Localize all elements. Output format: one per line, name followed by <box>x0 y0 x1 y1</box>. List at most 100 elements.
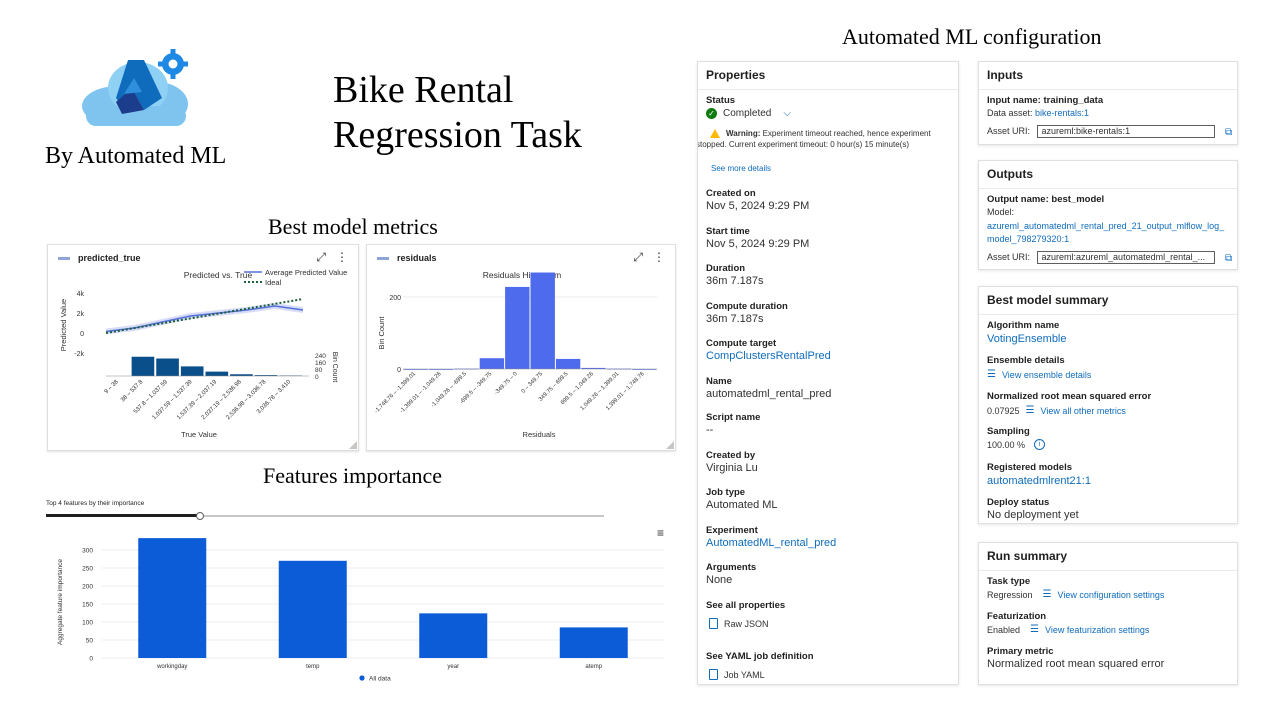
data-asset-link[interactable]: bike-rentals:1 <box>1035 108 1090 118</box>
bin-count-bar <box>156 358 179 376</box>
ensemble-details-link[interactable]: ☰ View ensemble details <box>987 369 1091 380</box>
bin-tick-label: 80 <box>315 367 323 374</box>
document-icon <box>709 669 718 680</box>
resize-handle[interactable] <box>666 441 674 449</box>
x-axis-label: True Value <box>181 430 217 439</box>
resize-handle[interactable] <box>349 441 357 449</box>
residual-bar <box>555 358 581 369</box>
job-type-label: Job type <box>706 487 746 498</box>
more-options-icon[interactable]: ⋮ <box>336 250 348 264</box>
script-name-label: Script name <box>706 412 761 423</box>
x-tick-label: 9 – 38 <box>104 379 121 396</box>
more-options-icon[interactable]: ⋮ <box>653 250 665 264</box>
inputs-panel: Inputs Input name: training_data Data as… <box>978 61 1238 145</box>
residual-bar <box>581 367 606 369</box>
x-tick-label: 38 – 537.8 <box>120 379 145 404</box>
card-header: predicted_true <box>58 253 141 263</box>
residual-bar <box>530 272 555 369</box>
y-axis-label: Bin Count <box>377 316 386 350</box>
category-label: atemp <box>585 664 602 670</box>
task-type-value: Regression <box>987 589 1033 600</box>
chart-title: Residuals Histogram <box>483 270 561 280</box>
predicted-true-chart: Predicted vs. True Average Predicted Val… <box>59 268 347 439</box>
task-type-label: Task type <box>987 576 1031 587</box>
category-label: workingday <box>156 664 187 670</box>
x-axis-label: Residuals <box>523 430 556 439</box>
primary-metric-value: Normalized root mean squared error <box>987 658 1165 670</box>
slider-track <box>46 515 604 517</box>
series-label: residuals <box>397 253 437 263</box>
input-name: Input name: training_data <box>987 95 1104 106</box>
copy-icon[interactable]: ⧉ <box>1225 252 1233 264</box>
feature-importance-panel: Top 4 features by their importance ≡ Agg… <box>44 494 674 690</box>
view-metrics-link[interactable]: View all other metrics <box>1040 405 1126 416</box>
feature-bar <box>419 613 488 658</box>
list-icon[interactable]: ☰ <box>1025 405 1035 416</box>
view-configuration-link[interactable]: View configuration settings <box>1057 589 1165 600</box>
warning-message: Warning: Experiment timeout reached, hen… <box>698 128 956 150</box>
card-header: residuals <box>377 253 437 263</box>
y-tick-label: 150 <box>82 602 93 609</box>
job-yaml-link[interactable]: Job YAML <box>709 669 765 680</box>
bin-tick-label: 160 <box>315 360 326 367</box>
output-name: Output name: best_model <box>987 194 1105 205</box>
residual-bar <box>505 286 530 369</box>
panel-title: Properties <box>698 62 958 90</box>
run-summary-panel: Run summary Task type Regression ☰ View … <box>978 542 1238 685</box>
y-tick-label: -2k <box>74 351 84 358</box>
byline: By Automated ML <box>45 143 227 169</box>
experiment-label: Experiment <box>706 525 758 536</box>
raw-json-link[interactable]: Raw JSON <box>709 618 769 629</box>
expand-icon[interactable]: ⤢ <box>316 250 326 264</box>
legend-label[interactable]: All data <box>369 676 391 683</box>
asset-uri-label: Asset URI: <box>987 251 1031 262</box>
algorithm-link[interactable]: VotingEnsemble <box>987 333 1067 345</box>
asset-uri-field[interactable]: azureml:azureml_automatedml_rental_... <box>1036 251 1215 264</box>
warning-bold: Warning: <box>726 129 761 138</box>
y-tick-label: 100 <box>82 620 93 627</box>
start-time-label: Start time <box>706 226 750 237</box>
nrmse-row: 0.07925 ☰ View all other metrics <box>987 405 1126 416</box>
slider-thumb[interactable] <box>196 512 204 520</box>
hamburger-menu-icon[interactable]: ≡ <box>657 526 665 540</box>
features-heading: Features importance <box>263 463 442 488</box>
experiment-link[interactable]: AutomatedML_rental_pred <box>706 537 837 549</box>
copy-icon[interactable]: ⧉ <box>1225 126 1233 138</box>
bin-count-bar <box>230 374 253 376</box>
expand-icon[interactable]: ⤢ <box>633 250 643 264</box>
y-tick-label: 300 <box>82 548 93 555</box>
y-tick-label: 4k <box>77 291 85 298</box>
y-tick-label: 250 <box>82 566 93 573</box>
status-row[interactable]: ✓ Completed ⌵ <box>706 108 791 119</box>
bin-count-bar <box>131 356 155 376</box>
ensemble-details-label: View ensemble details <box>1001 369 1092 380</box>
chevron-down-icon[interactable]: ⌵ <box>783 108 791 119</box>
model-link-line-1[interactable]: azureml_automatedml_rental_pred_21_outpu… <box>987 221 1225 231</box>
duration-label: Duration <box>706 263 746 274</box>
compute-target-link[interactable]: CompClustersRentalPred <box>706 350 831 362</box>
list-icon[interactable]: ☰ <box>1030 624 1039 635</box>
info-icon[interactable]: i <box>1034 439 1046 450</box>
see-more-link[interactable]: See more details <box>711 164 772 173</box>
legend-avg-label: Average Predicted Value <box>265 268 347 277</box>
top-k-slider[interactable] <box>46 512 604 520</box>
document-icon <box>709 618 718 629</box>
properties-panel: Properties Status ✓ Completed ⌵ Warning:… <box>697 61 959 685</box>
residuals-chart: Residuals Histogram Bin Count Residuals … <box>374 270 657 439</box>
panel-title: Best model summary <box>979 287 1237 315</box>
nrmse-value: 0.07925 <box>987 405 1020 416</box>
residual-bar <box>403 369 428 370</box>
check-circle-icon: ✓ <box>706 108 717 119</box>
asset-uri-field[interactable]: azureml:bike-rentals:1 <box>1036 125 1215 138</box>
registered-model-link[interactable]: automatedmlrent21:1 <box>987 475 1091 487</box>
bin-count-bar <box>205 371 229 376</box>
y-tick-label: 0 <box>397 367 401 374</box>
algorithm-label: Algorithm name <box>987 320 1060 331</box>
view-featurization-link[interactable]: View featurization settings <box>1045 624 1150 635</box>
model-link-line-2[interactable]: model_798279320:1 <box>987 234 1070 244</box>
asset-uri-row: Asset URI: azureml:bike-rentals:1 ⧉ <box>987 125 1235 138</box>
list-icon[interactable]: ☰ <box>1042 589 1052 600</box>
bin-tick-label: 240 <box>315 353 326 360</box>
predicted-true-card: predicted_true ⤢ ⋮ Predicted vs. True Av… <box>47 244 359 451</box>
confidence-band <box>106 303 303 335</box>
